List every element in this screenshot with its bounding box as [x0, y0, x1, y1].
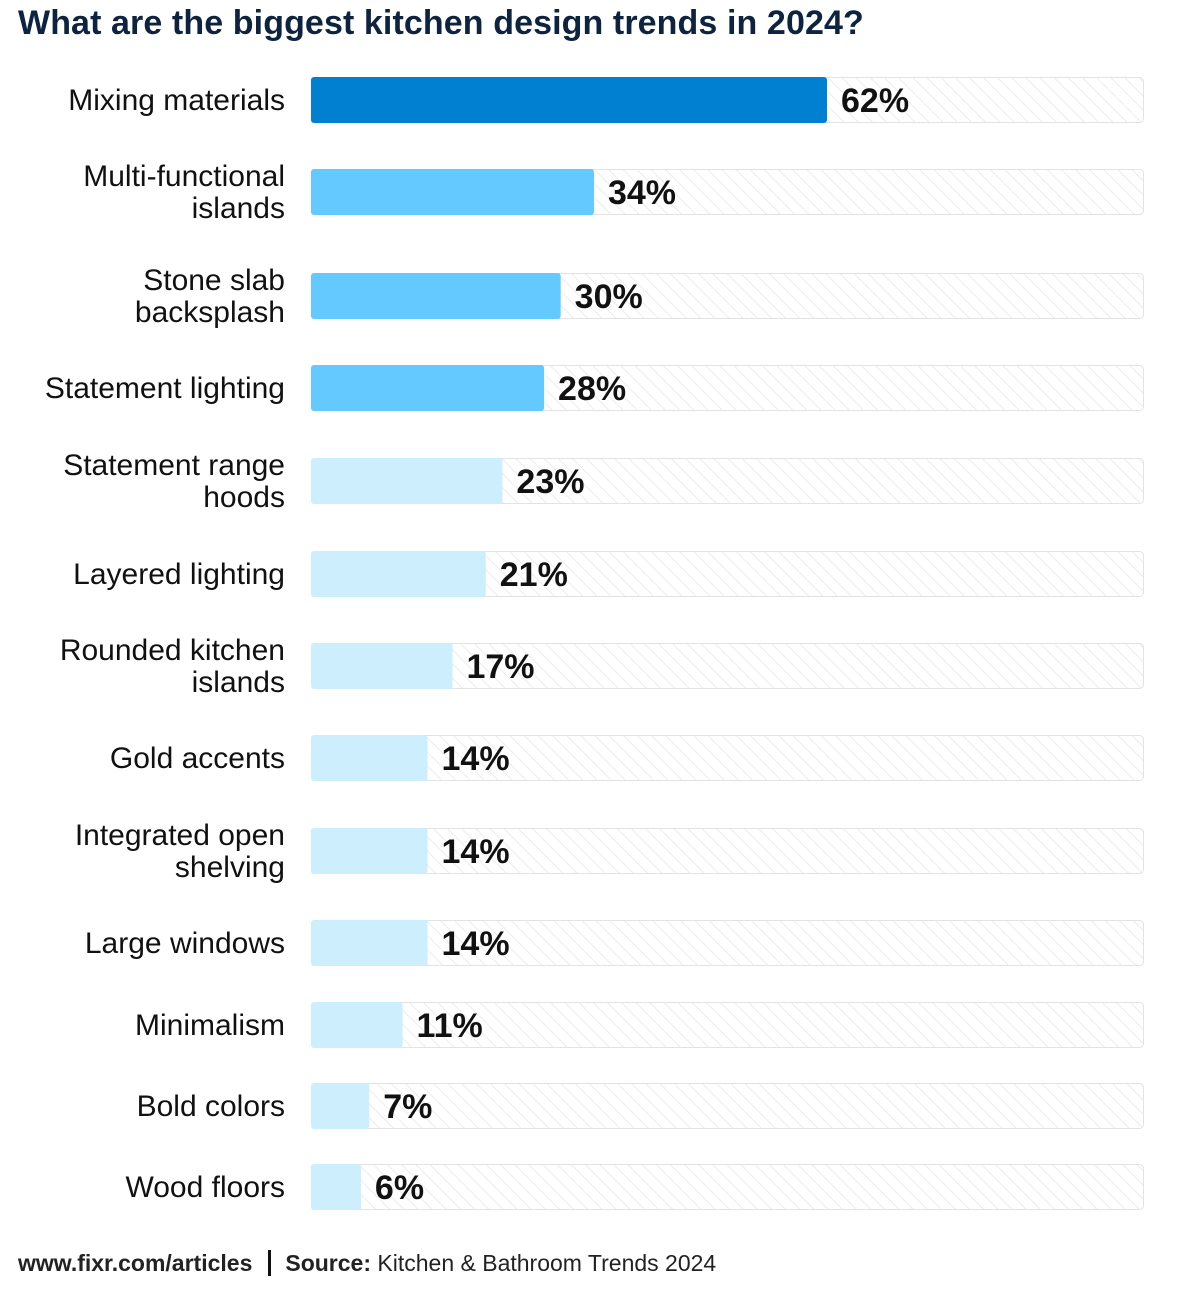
- value-label: 34%: [608, 174, 676, 212]
- chart-title: What are the biggest kitchen design tren…: [18, 4, 864, 42]
- category-label: Layered lighting: [73, 558, 285, 591]
- bar: [311, 1164, 361, 1210]
- category-label: Statement range hoods: [63, 449, 285, 514]
- bar: [311, 169, 594, 215]
- bar-track: [311, 1164, 1144, 1210]
- bar: [311, 365, 545, 411]
- value-label: 6%: [375, 1169, 424, 1207]
- bar: [311, 1083, 370, 1129]
- value-label: 30%: [575, 278, 643, 316]
- category-label: Multi-functional islands: [83, 160, 285, 225]
- category-label: Bold colors: [137, 1090, 285, 1123]
- value-label: 11%: [417, 1007, 483, 1045]
- bar: [311, 920, 428, 966]
- bar: [311, 77, 827, 123]
- bar-chart: 62% Mixing materials 34% Multi-functional is…: [45, 77, 1144, 1210]
- category-label: Rounded kitchen islands: [60, 634, 285, 699]
- bar: [311, 458, 503, 504]
- footer-source-label: Source:: [285, 1250, 371, 1276]
- bar-track: [311, 1083, 1144, 1129]
- category-label: Wood floors: [125, 1171, 285, 1204]
- category-label: Mixing materials: [68, 84, 285, 117]
- bars-group: 62% Mixing materials 34% Multi-functional is…: [45, 77, 1144, 1210]
- footer-url[interactable]: www.fixr.com/articles: [18, 1250, 253, 1276]
- bar: [311, 643, 453, 689]
- bar: [311, 828, 428, 874]
- bar-track: [311, 735, 1144, 781]
- category-label: Stone slab backsplash: [135, 264, 285, 329]
- footer-separator: [268, 1250, 272, 1276]
- value-label: 14%: [442, 925, 510, 963]
- value-label: 62%: [841, 82, 909, 120]
- bar-track: [311, 828, 1144, 874]
- bar: [311, 735, 428, 781]
- bar: [311, 1002, 403, 1048]
- value-label: 14%: [442, 833, 510, 871]
- category-label: Integrated open shelving: [75, 819, 285, 884]
- category-label: Gold accents: [110, 742, 285, 775]
- footer: www.fixr.com/articles Source: Kitchen & B…: [18, 1250, 716, 1277]
- value-label: 21%: [500, 556, 568, 594]
- value-label: 7%: [383, 1088, 432, 1126]
- bar-track: [311, 920, 1144, 966]
- bar: [311, 273, 561, 319]
- value-label: 14%: [442, 740, 510, 778]
- value-label: 23%: [516, 463, 584, 501]
- category-label: Statement lighting: [45, 372, 285, 405]
- value-label: 17%: [466, 648, 534, 686]
- bar: [311, 551, 486, 597]
- category-label: Large windows: [85, 927, 285, 960]
- category-label: Minimalism: [135, 1009, 285, 1042]
- value-label: 28%: [558, 370, 626, 408]
- footer-source-text: Kitchen & Bathroom Trends 2024: [377, 1250, 717, 1276]
